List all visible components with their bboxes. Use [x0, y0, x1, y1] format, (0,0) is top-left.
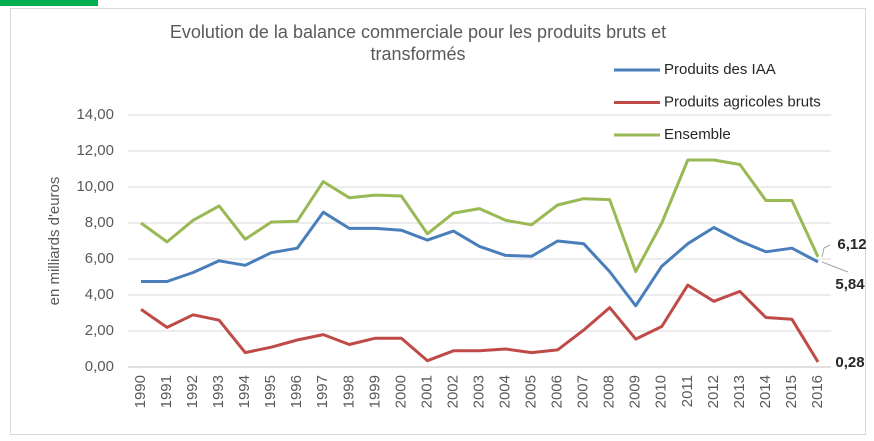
- chart-title: transformés: [370, 44, 465, 64]
- leader-line: [821, 244, 831, 258]
- leader-line: [821, 261, 849, 273]
- y-tick-label: 14,00: [76, 106, 114, 123]
- legend-label: Produits agricoles bruts: [664, 93, 821, 110]
- data-label: 0,28: [835, 354, 864, 371]
- x-tick-label: 2002: [444, 375, 461, 408]
- x-tick-label: 2008: [601, 375, 618, 408]
- x-tick-label: 2009: [627, 375, 644, 408]
- x-tick-label: 2001: [418, 375, 435, 408]
- x-tick-label: 2006: [549, 375, 566, 408]
- series-line: [140, 158, 820, 274]
- x-tick-label: 1991: [158, 375, 175, 408]
- y-axis-label: en milliards d'euros: [46, 177, 63, 306]
- x-tick-label: 2007: [575, 375, 592, 408]
- x-tick-label: 1994: [236, 375, 253, 408]
- y-tick-label: 0,00: [85, 358, 114, 375]
- x-tick-label: 1997: [314, 375, 331, 408]
- data-label: 6,12: [837, 236, 866, 253]
- x-tick-label: 1993: [210, 375, 227, 408]
- x-tick-label: 1996: [288, 375, 305, 408]
- x-tick-label: 1999: [366, 375, 383, 408]
- y-tick-label: 6,00: [85, 250, 114, 267]
- y-tick-label: 2,00: [85, 322, 114, 339]
- x-tick-label: 2004: [497, 375, 514, 408]
- x-tick-label: 1998: [340, 375, 357, 408]
- y-tick-label: 10,00: [76, 178, 114, 195]
- chart-frame: [10, 8, 866, 435]
- x-tick-label: 2012: [705, 375, 722, 408]
- x-tick-label: 2011: [679, 375, 696, 407]
- series-line: [141, 210, 819, 308]
- x-tick-label: 1995: [262, 375, 279, 408]
- x-tick-label: 2005: [523, 375, 540, 408]
- y-tick-label: 4,00: [85, 286, 114, 303]
- x-tick-label: 2000: [392, 375, 409, 408]
- chart-title: Evolution de la balance commerciale pour…: [170, 22, 666, 42]
- x-tick-label: 2014: [757, 375, 774, 408]
- x-tick-label: 1990: [132, 375, 149, 408]
- x-tick-label: 2016: [809, 375, 826, 408]
- x-tick-label: 2013: [731, 375, 748, 408]
- x-tick-label: 2003: [470, 375, 487, 408]
- y-tick-label: 12,00: [76, 142, 114, 159]
- x-tick-label: 1992: [184, 375, 201, 408]
- x-tick-label: 2015: [783, 375, 800, 408]
- x-tick-label: 2010: [653, 375, 670, 408]
- series-line: [140, 283, 820, 363]
- legend-label: Produits des IAA: [664, 61, 776, 78]
- y-tick-label: 8,00: [85, 214, 114, 231]
- data-label: 5,84: [835, 276, 865, 293]
- legend-label: Ensemble: [664, 126, 731, 143]
- selection-bar: [0, 0, 98, 6]
